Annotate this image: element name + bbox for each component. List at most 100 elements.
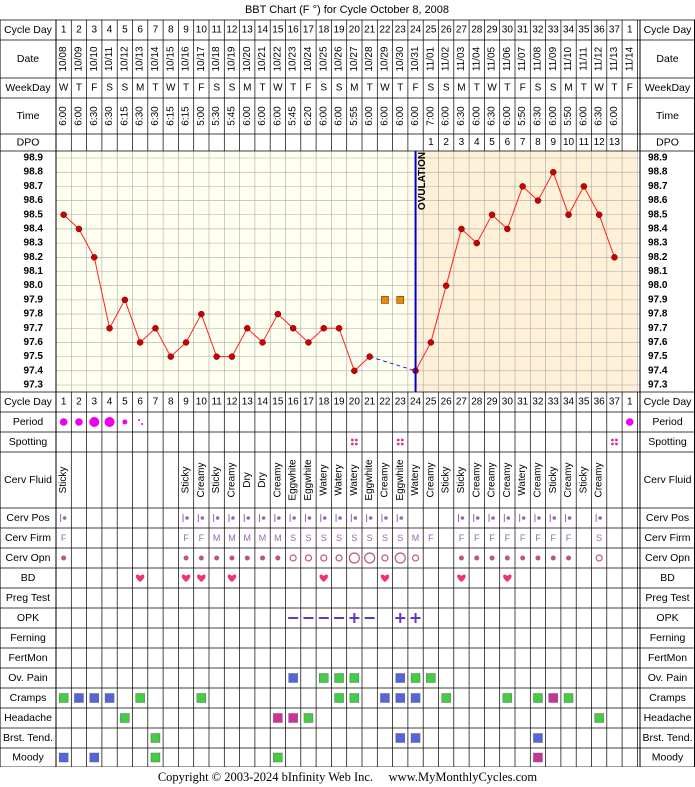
cerv-pos-dot	[552, 516, 557, 520]
cycle-day-number-bottom: 1	[627, 397, 633, 408]
temp-point	[305, 339, 312, 346]
cerv-firm-cell: F	[459, 533, 465, 543]
cerv-firm-cell: S	[336, 533, 342, 543]
cerv-pos-dot	[567, 516, 572, 520]
cerv-pos-dot	[521, 516, 526, 520]
weekday-cell: T	[397, 83, 403, 94]
weekday-cell: F	[520, 83, 526, 94]
date-cell: 10/22	[272, 46, 283, 71]
cerv-pos-dot	[460, 516, 465, 520]
cycle-day-number-bottom: 24	[410, 397, 422, 408]
time-cell: 6:15	[119, 106, 130, 126]
cycle-day-number-bottom: 28	[471, 397, 483, 408]
cerv-firm-cell: F	[199, 533, 205, 543]
weekday-cell: T	[152, 83, 158, 94]
symptom-marker-headache	[303, 713, 314, 723]
time-cell: 6:00	[548, 106, 559, 126]
date-cell: 11/02	[441, 46, 452, 71]
cerv-firm-cell: S	[290, 533, 296, 543]
cerv-opn-closed	[566, 555, 572, 561]
date-cell: 10/23	[288, 46, 299, 71]
cycle-day-number-bottom: 7	[153, 397, 159, 408]
cerv-opn-open	[411, 554, 420, 562]
symptom-marker-brst-tend	[395, 733, 405, 743]
time-cell: 6:00	[334, 106, 345, 126]
date-cell: 10/27	[349, 46, 360, 71]
y-tick-label-left: 98.2	[24, 252, 44, 263]
row-label-brst-tend: Brst. Tend.	[3, 732, 53, 744]
weekday-cell: T	[504, 83, 510, 94]
row-label-bd: BD	[21, 572, 36, 584]
cerv-fluid-cell: Creamy	[471, 462, 482, 497]
cerv-firm-cell: F	[566, 533, 572, 543]
row-label-cycle-day: Cycle Day	[4, 24, 53, 36]
weekday-cell: T	[76, 83, 82, 94]
cycle-day-number: 8	[168, 25, 174, 36]
cerv-opn-open	[289, 554, 297, 562]
row-label-right-fertmon: FertMon	[648, 652, 687, 664]
date-cell: 11/07	[517, 46, 528, 71]
temp-point	[244, 325, 251, 332]
cerv-fluid-cell: Sticky	[58, 467, 69, 494]
cerv-firm-cell: S	[321, 533, 327, 543]
weekday-cell: S	[336, 83, 343, 94]
temp-point	[182, 339, 190, 346]
spotting-marker	[396, 438, 400, 442]
date-cell: 10/12	[119, 46, 130, 71]
weekday-cell: T	[474, 83, 480, 94]
row-label-cramps: Cramps	[10, 692, 47, 704]
temp-point	[213, 353, 220, 360]
row-label-headache: Headache	[4, 712, 52, 724]
row-label-right-spotting: Spotting	[648, 436, 687, 448]
cycle-day-number-bottom: 34	[563, 397, 575, 408]
weekday-cell: F	[305, 83, 311, 94]
cerv-firm-cell: F	[489, 533, 495, 543]
cerv-opn-closed	[260, 555, 266, 561]
cycle-day-number: 33	[548, 25, 560, 36]
cerv-firm-cell: F	[183, 533, 189, 543]
cycle-day-number-bottom: 29	[486, 397, 498, 408]
symptom-marker-headache	[288, 713, 298, 723]
cerv-opn-open	[348, 552, 360, 564]
cycle-day-number: 12	[226, 25, 238, 36]
cerv-opn-closed	[520, 555, 526, 561]
cycle-day-number: 30	[502, 25, 514, 36]
cerv-opn-open	[335, 554, 343, 562]
y-tick-label-right: 98.5	[648, 209, 668, 220]
time-cell: 6:15	[181, 106, 192, 126]
y-tick-label-right: 98.2	[648, 252, 668, 263]
y-tick-label-left: 98.0	[24, 280, 44, 291]
cerv-fluid-cell: Sticky	[548, 467, 559, 494]
temp-point	[152, 325, 159, 332]
weekday-cell: F	[91, 83, 97, 94]
y-tick-label-right: 98.4	[648, 223, 668, 234]
time-cell: 5:00	[196, 106, 207, 126]
weekday-cell: W	[380, 83, 390, 94]
row-label-right-date: Date	[656, 53, 678, 65]
bd-heart	[181, 574, 191, 582]
cerv-pos-dot	[475, 516, 480, 520]
cycle-day-number: 4	[107, 25, 113, 36]
cycle-day-number-bottom: 5	[122, 397, 128, 408]
spotting-marker	[615, 438, 618, 442]
cerv-opn-open	[595, 554, 603, 562]
time-cell: 6:00	[379, 106, 390, 126]
row-label-right-period: Period	[652, 416, 683, 428]
weekday-cell: T	[259, 83, 265, 94]
temp-point	[121, 296, 129, 304]
cerv-opn-closed	[229, 555, 235, 561]
time-cell: 6:30	[594, 106, 605, 126]
cerv-fluid-cell: Watery	[410, 464, 421, 495]
dpo-cell: 8	[535, 137, 541, 148]
cerv-firm-cell: M	[259, 533, 267, 543]
cycle-day-number: 18	[318, 25, 330, 36]
cycle-day-number: 20	[349, 25, 361, 36]
weekday-cell: W	[594, 83, 604, 94]
weekday-cell: W	[273, 83, 283, 94]
bd-heart	[227, 574, 237, 582]
cycle-day-number-bottom: 31	[517, 397, 529, 408]
weekday-cell: S	[320, 83, 327, 94]
symptom-marker-cramps	[135, 693, 145, 703]
temp-point	[473, 239, 480, 247]
row-label-right-brst-tend: Brst. Tend.	[643, 732, 693, 744]
